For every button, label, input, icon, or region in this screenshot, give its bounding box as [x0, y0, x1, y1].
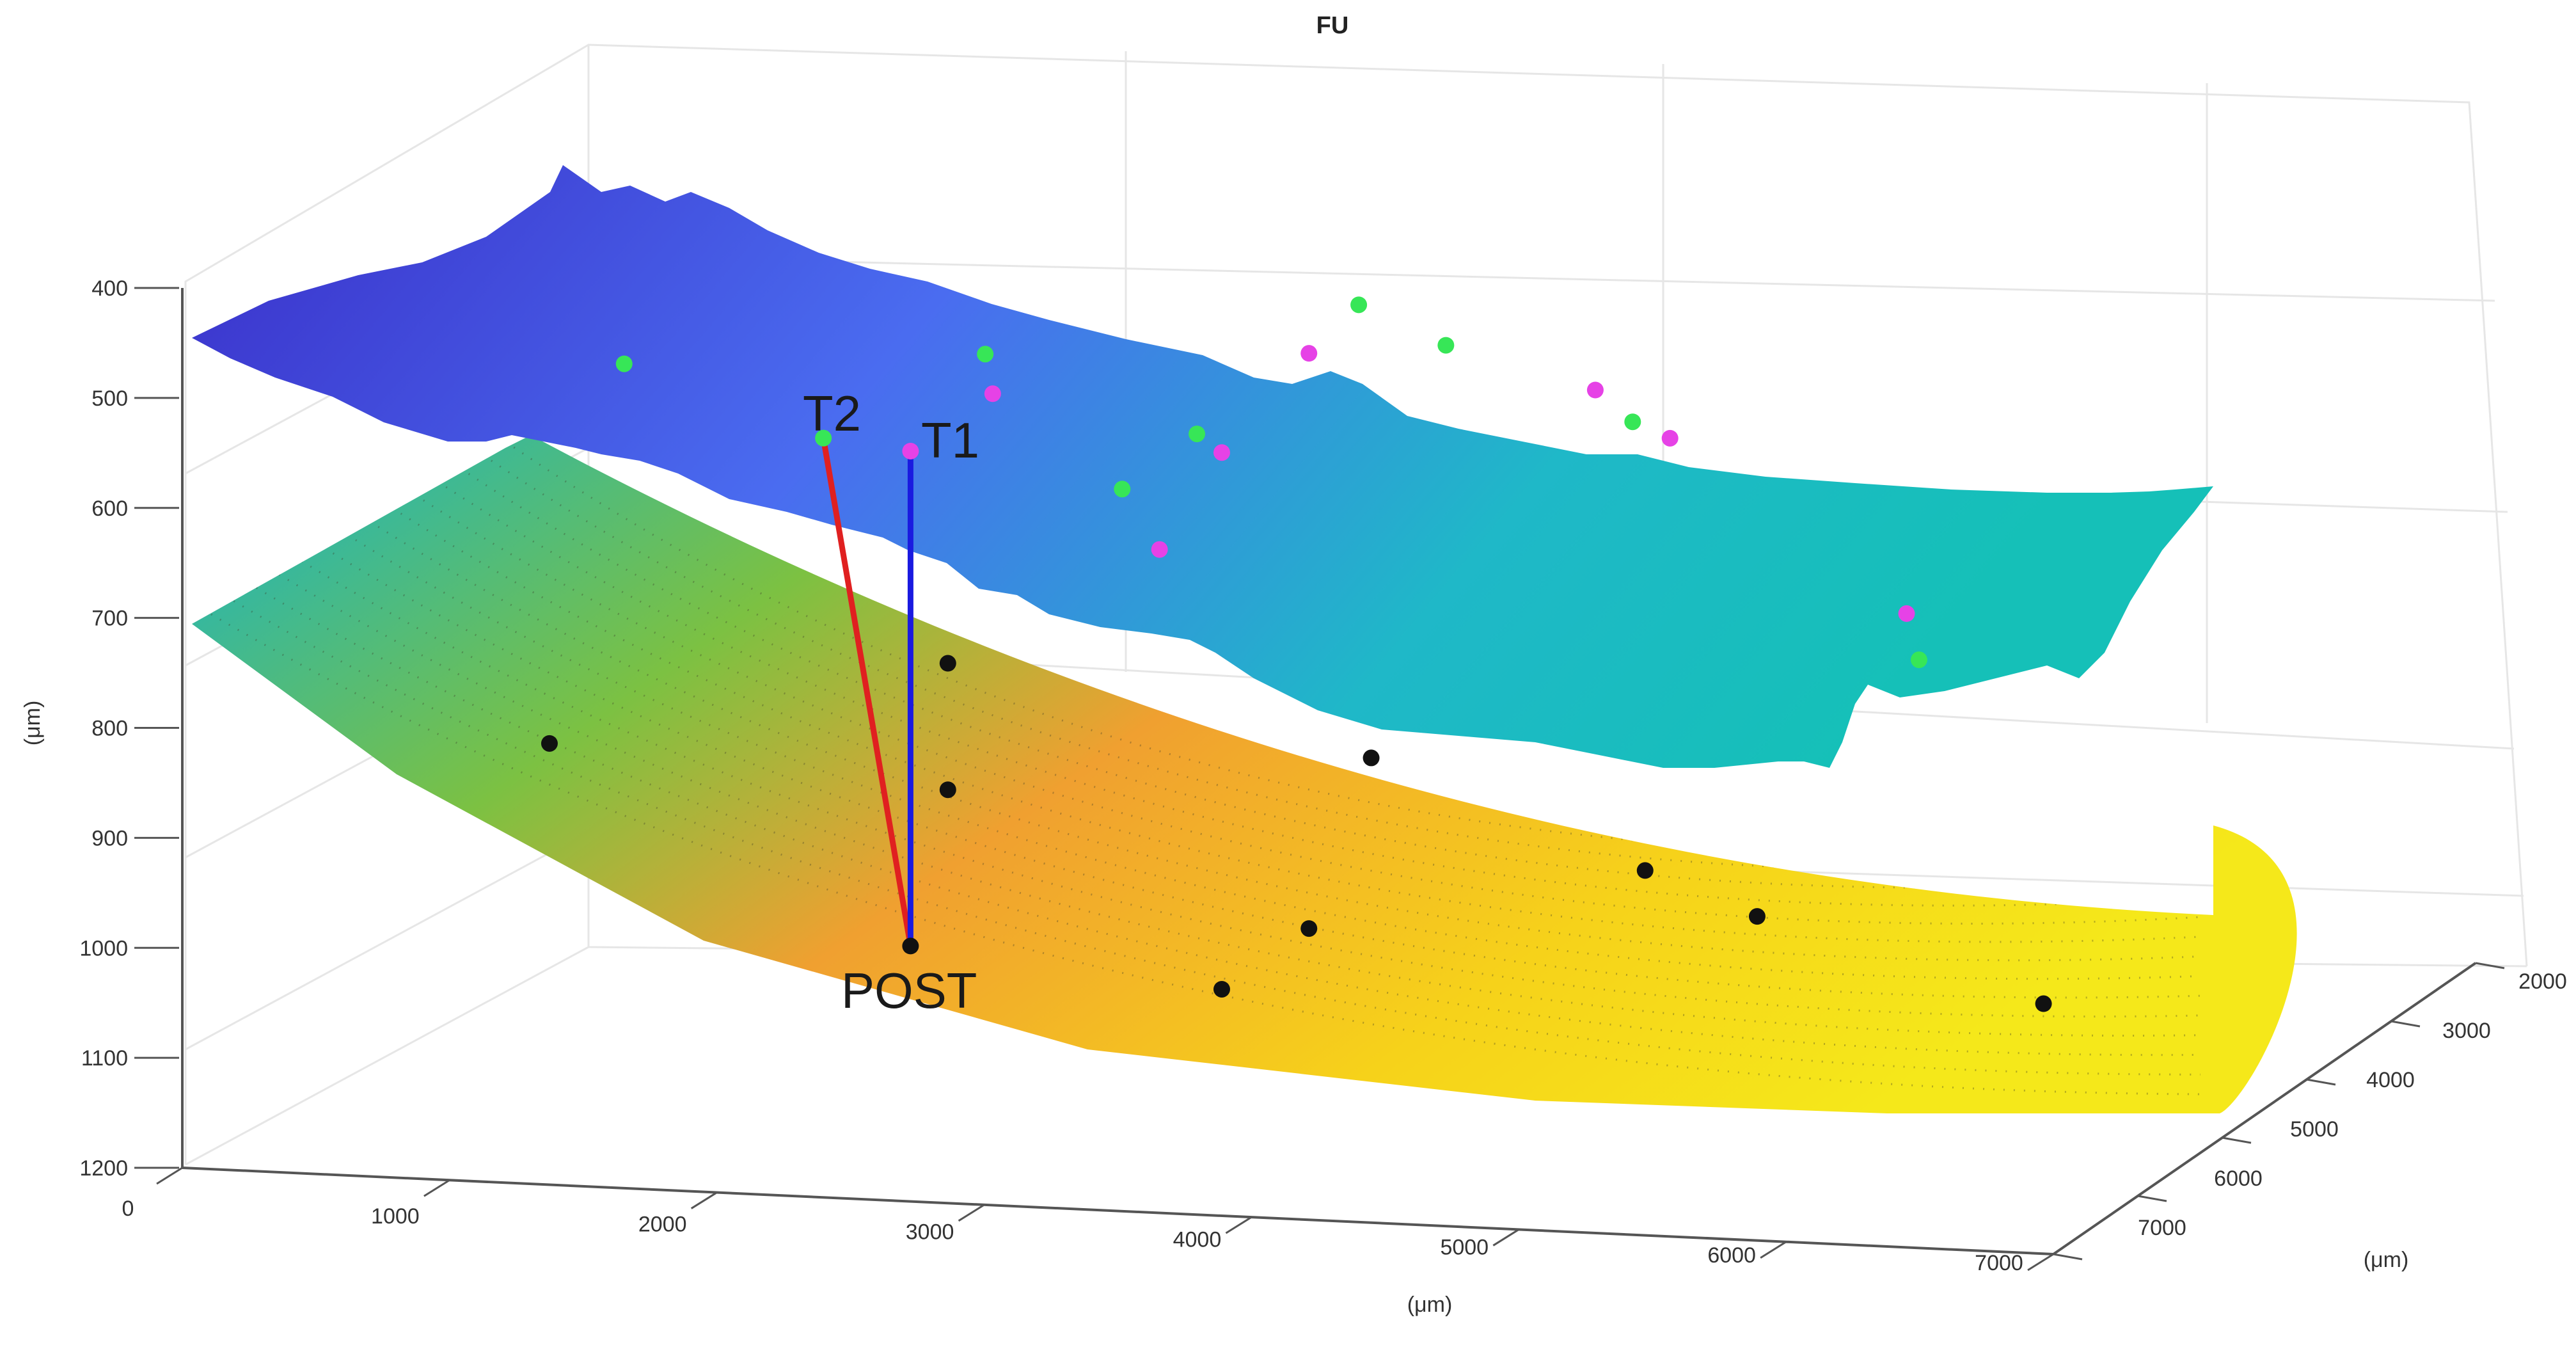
- x-tick-mark: [690, 1191, 718, 1209]
- magenta-point: [1586, 381, 1604, 399]
- z-axis-label: (μm): [20, 701, 45, 746]
- y-tick-label: 3000: [2442, 1019, 2491, 1043]
- x-tick-mark: [1760, 1241, 1787, 1259]
- y-tick-mark: [2053, 1253, 2083, 1261]
- green-point: [815, 429, 832, 447]
- magenta-point: [984, 385, 1001, 402]
- y-tick-mark: [2475, 962, 2505, 969]
- y-tick-label: 4000: [2366, 1068, 2415, 1092]
- vectors: [820, 435, 913, 949]
- y-tick-mark: [2306, 1078, 2336, 1086]
- x-tick-label: 5000: [1440, 1236, 1489, 1260]
- green-point: [1910, 651, 1927, 669]
- black-point: [1300, 920, 1318, 937]
- black-point: [1748, 908, 1766, 925]
- y-tick-mark: [2390, 1020, 2421, 1028]
- z-tick-label: 1000: [79, 936, 128, 960]
- magenta-point: [1213, 444, 1230, 461]
- chart-title: FU: [1316, 12, 1349, 39]
- x-tick-labels: 0 1000 2000 3000 4000 5000 6000 7000: [122, 1167, 2054, 1275]
- x-tick-mark: [958, 1204, 985, 1222]
- annotation-post: POST: [841, 962, 977, 1019]
- green-point: [977, 346, 994, 363]
- mesh-line: [368, 520, 2201, 962]
- x-tick-mark: [423, 1179, 450, 1197]
- z-tick-labels: 400 500 600 700 800 900 1000 1100 1200: [79, 276, 179, 1181]
- black-point: [1363, 749, 1380, 767]
- black-point: [939, 655, 956, 672]
- black-point: [541, 735, 558, 752]
- x-tick-mark: [156, 1167, 183, 1185]
- y-tick-label: 7000: [2138, 1216, 2186, 1240]
- mesh-line: [278, 573, 2201, 1037]
- magenta-point: [1300, 345, 1318, 362]
- z-tick-label: 500: [91, 386, 128, 411]
- black-point: [939, 781, 956, 799]
- y-axis-label: (μm): [2364, 1248, 2409, 1272]
- green-point: [1624, 413, 1641, 431]
- y-tick-label: 2000: [2518, 969, 2567, 994]
- magenta-point: [1661, 429, 1679, 447]
- mesh-line: [391, 507, 2201, 943]
- x-axis-label: (μm): [1407, 1293, 1453, 1317]
- magenta-point: [1151, 541, 1168, 558]
- lower-surface-mesh: [210, 440, 2201, 1095]
- x-tick-label: 3000: [906, 1220, 954, 1244]
- z-tick-label: 800: [91, 717, 128, 741]
- z-tick-label: 900: [91, 826, 128, 850]
- green-point: [1437, 337, 1455, 354]
- upper-surface: [192, 165, 2213, 768]
- black-point: [1213, 980, 1230, 998]
- x-tick-mark: [1225, 1216, 1252, 1234]
- annotation-t2: T2: [803, 385, 861, 442]
- green-point: [1189, 426, 1206, 443]
- x-tick-label: 4000: [1173, 1228, 1222, 1252]
- y-tick-labels: 2000 3000 4000 5000 6000 7000: [2053, 962, 2567, 1261]
- annotation-t1: T1: [921, 412, 979, 468]
- y-tick-label: 5000: [2290, 1117, 2339, 1142]
- y-tick-mark: [2137, 1195, 2167, 1202]
- x-tick-label: 0: [122, 1197, 134, 1221]
- magenta-point: [902, 442, 919, 459]
- z-tick-label: 700: [91, 607, 128, 631]
- lower-surface: [192, 435, 2297, 1113]
- x-tick-label: 2000: [638, 1212, 687, 1236]
- magenta-point: [1898, 605, 1915, 622]
- black-point: [902, 937, 919, 955]
- z-tick-label: 1200: [79, 1156, 128, 1181]
- axes: [181, 288, 2477, 1255]
- green-point: [615, 355, 633, 372]
- z-tick-label: 400: [91, 276, 128, 301]
- x-tick-label: 1000: [371, 1204, 420, 1229]
- black-point: [2035, 995, 2052, 1012]
- z-tick-label: 1100: [81, 1046, 128, 1071]
- vector-t2: [820, 435, 913, 949]
- x-tick-mark: [2027, 1253, 2054, 1271]
- x-tick-mark: [1492, 1229, 1520, 1246]
- mesh-line: [459, 467, 2201, 889]
- y-tick-mark: [2222, 1136, 2252, 1144]
- green-point: [1350, 296, 1368, 314]
- x-tick-label: 6000: [1707, 1243, 1756, 1268]
- y-tick-label: 6000: [2214, 1167, 2263, 1191]
- x-tick-label: 7000: [1975, 1251, 2023, 1275]
- black-point: [1636, 862, 1654, 879]
- z-tick-label: 600: [91, 497, 128, 521]
- scatter-points: [541, 296, 2052, 1012]
- green-point: [1114, 481, 1131, 498]
